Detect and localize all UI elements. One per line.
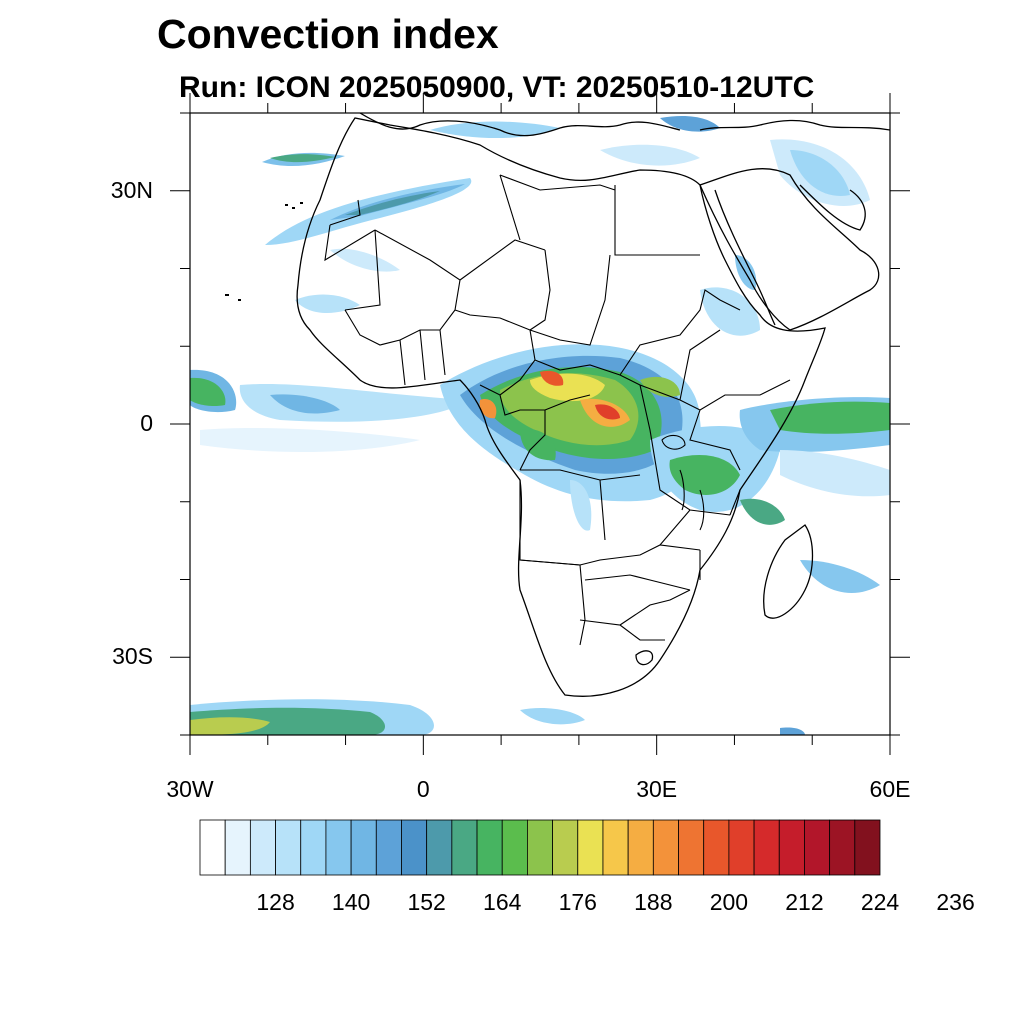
axis-ticks (170, 93, 910, 755)
lon-label: 60E (869, 776, 911, 802)
colorbar-swatch (652, 819, 679, 876)
lat-label: 30N (110, 176, 153, 203)
lat-label: 0 (140, 410, 153, 436)
map-area (190, 113, 890, 735)
colorbar (199, 819, 881, 876)
colorbar-label: 200 (709, 889, 749, 915)
colorbar-swatch (350, 819, 377, 876)
colorbar-swatch (527, 819, 553, 876)
colorbar-swatch (401, 819, 428, 876)
colorbar-swatch (703, 819, 730, 876)
colorbar-swatch (300, 819, 327, 876)
colorbar-label: 224 (860, 889, 900, 915)
colorbar-label: 164 (483, 889, 522, 915)
lon-label: 30E (636, 776, 678, 802)
colorbar-swatch (602, 819, 629, 876)
colorbar-label: 188 (634, 889, 673, 915)
chart-title: Convection index (157, 11, 499, 57)
colorbar-label: 236 (936, 889, 975, 915)
colorbar-swatch (249, 819, 276, 876)
colorbar-swatch (501, 819, 528, 876)
country-borders (324, 174, 791, 646)
lat-label: 30S (112, 643, 153, 670)
convection-field (190, 116, 890, 735)
colorbar-swatch (627, 819, 654, 876)
colorbar-swatch (778, 819, 805, 876)
colorbar-swatch (451, 819, 478, 876)
colorbar-swatch (325, 819, 352, 876)
colorbar-swatch (804, 819, 831, 876)
colorbar-swatch (552, 819, 579, 876)
colorbar-label: 152 (407, 889, 446, 915)
colorbar-swatch (753, 819, 780, 876)
colorbar-label: 212 (785, 889, 824, 915)
colorbar-swatch (375, 819, 402, 876)
colorbar-swatch (199, 819, 226, 876)
colorbar-swatch (224, 819, 251, 876)
lon-label: 30W (166, 776, 214, 802)
colorbar-swatch (678, 819, 705, 876)
colorbar-label: 176 (558, 889, 597, 915)
chart-subtitle: Run: ICON 2025050900, VT: 20250510-12UTC (179, 71, 815, 104)
colorbar-swatch (426, 819, 453, 876)
colorbar-swatch (275, 819, 302, 876)
colorbar-swatch (728, 819, 755, 876)
lon-label: 0 (416, 776, 430, 802)
colorbar-label: 140 (331, 889, 371, 915)
colorbar-label: 128 (256, 889, 295, 915)
coastlines (225, 113, 890, 697)
colorbar-swatch (829, 819, 856, 876)
lakes (661, 434, 705, 531)
colorbar-swatch (476, 819, 503, 876)
colorbar-swatch (577, 819, 604, 876)
colorbar-swatch (854, 819, 881, 876)
